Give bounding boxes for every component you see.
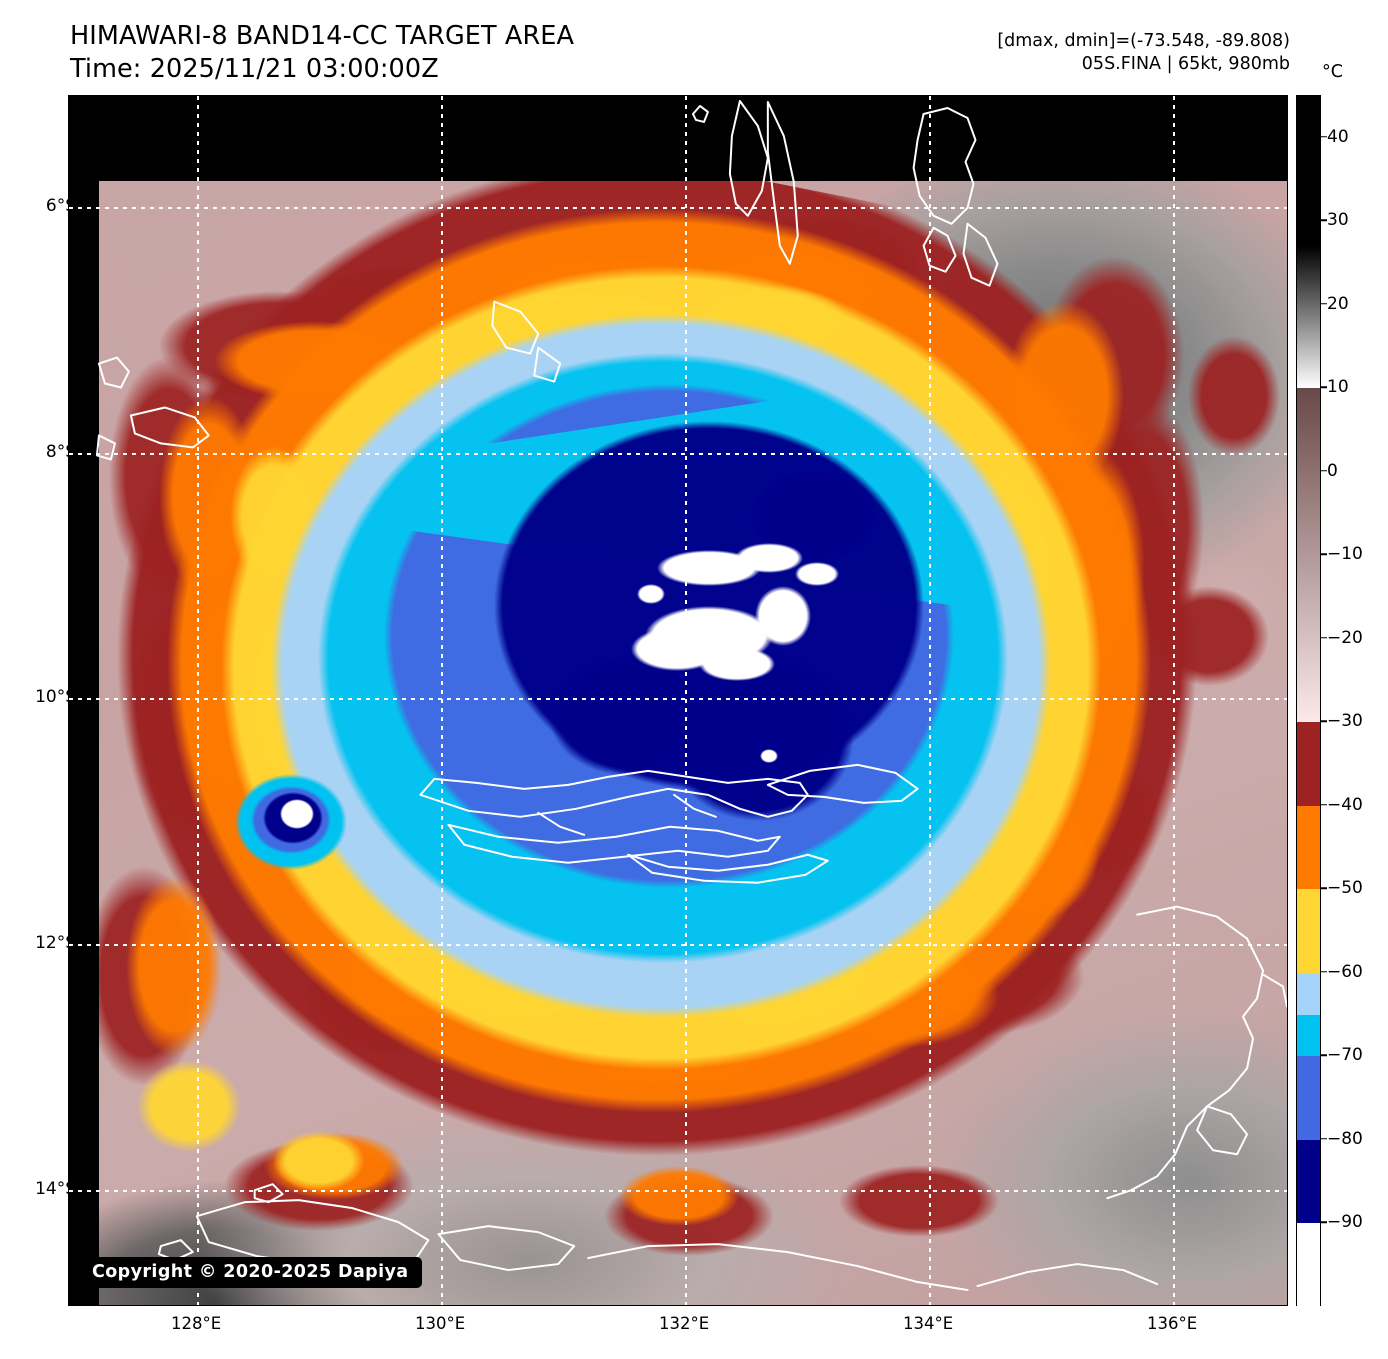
grid-line-lat	[69, 452, 1287, 455]
y-axis-tick-label: 12°S	[35, 933, 76, 954]
colorbar-tick-label: −20	[1327, 627, 1363, 648]
colorbar-tick-label: −90	[1327, 1212, 1363, 1233]
grid-line-lat	[69, 1190, 1287, 1193]
x-axis-tick-label: 128°E	[171, 1314, 222, 1333]
colorbar-segment-royal-blue	[1297, 1056, 1320, 1140]
grid-line-lat	[69, 206, 1287, 209]
x-axis-tick-label: 130°E	[415, 1314, 466, 1333]
y-axis-tick-label: 8°S	[45, 441, 76, 462]
dmax-dmin-label: [dmax, dmin]=(-73.548, -89.808)	[997, 31, 1290, 51]
colorbar-segment-orange	[1297, 805, 1320, 890]
grid-line-lon	[441, 96, 444, 1305]
colorbar-segment-white-coldest	[1297, 1223, 1320, 1307]
colorbar-segment-yellow	[1297, 889, 1320, 973]
colorbar-tick-label: −70	[1327, 1045, 1363, 1066]
colorbar-tick-mark	[1321, 720, 1327, 723]
colorbar-tick-mark	[1321, 136, 1327, 138]
x-axis-tick-label: 132°E	[659, 1314, 710, 1333]
y-axis-tick-label: 6°S	[45, 195, 76, 216]
metadata-block: [dmax, dmin]=(-73.548, -89.808) 05S.FINA…	[997, 30, 1290, 77]
title-block: HIMAWARI-8 BAND14-CC TARGET AREA Time: 2…	[70, 20, 574, 86]
colorbar-tick-label: 40	[1327, 126, 1349, 147]
no-data-band-left	[69, 96, 99, 1305]
temperature-colorbar	[1296, 95, 1321, 1307]
colorbar-tick-mark	[1321, 637, 1327, 639]
y-axis-tick-label: 14°S	[35, 1179, 76, 1200]
colorbar-tick-label: 0	[1327, 460, 1338, 481]
colorbar-segment-cyan	[1297, 1014, 1320, 1057]
colorbar-tick-label: −60	[1327, 961, 1363, 982]
colorbar-segment-dark-red	[1297, 722, 1320, 806]
secondary-cell-white	[69, 96, 1287, 1305]
grid-line-lon	[1173, 96, 1176, 1305]
grid-line-lon	[685, 96, 688, 1305]
copyright-watermark: Copyright © 2020-2025 Dapiya	[79, 1257, 422, 1288]
colorbar-segment-brown-pink-ramp	[1297, 388, 1320, 723]
colorbar-segment-gray-ramp	[1297, 246, 1320, 389]
no-data-band-bottom	[69, 96, 1287, 118]
colorbar-tick-label: 20	[1327, 293, 1349, 314]
grid-line-lon	[929, 96, 932, 1305]
lat-lon-grid	[69, 96, 1287, 1305]
colorbar-tick-mark	[1321, 303, 1327, 305]
colorbar-tick-label: 30	[1327, 210, 1349, 231]
colorbar-tick-mark	[1321, 1054, 1327, 1057]
storm-info-label: 05S.FINA | 65kt, 980mb	[1081, 54, 1290, 75]
colorbar-tick-mark	[1321, 470, 1327, 472]
colorbar-tick-mark	[1321, 1138, 1327, 1140]
colorbar-tick-label: −30	[1327, 711, 1363, 732]
colorbar-tick-label: 10	[1327, 377, 1349, 398]
colorbar-segment-navy	[1297, 1139, 1320, 1224]
colorbar-tick-label: −10	[1327, 544, 1363, 565]
grid-line-lat	[69, 698, 1287, 701]
colorbar-unit-label: °C	[1322, 62, 1343, 82]
grid-line-lon	[197, 96, 200, 1305]
colorbar-tick-mark	[1321, 971, 1327, 973]
colorbar-tick-label: −40	[1327, 794, 1363, 815]
grid-line-lat	[69, 944, 1287, 947]
timestamp-label: Time: 2025/11/21 03:00:00Z	[70, 54, 439, 85]
page-title: HIMAWARI-8 BAND14-CC TARGET AREA	[70, 21, 575, 51]
x-axis-tick-label: 136°E	[1147, 1314, 1198, 1333]
colorbar-segment-black-warm	[1297, 96, 1320, 247]
colorbar-tick-mark	[1321, 386, 1327, 389]
colorbar-tick-mark	[1321, 887, 1327, 890]
colorbar-tick-label: −80	[1327, 1128, 1363, 1149]
colorbar-tick-label: −50	[1327, 878, 1363, 899]
colorbar-tick-mark	[1321, 1221, 1327, 1224]
y-axis-tick-label: 10°S	[35, 687, 76, 708]
colorbar-tick-mark	[1321, 804, 1327, 806]
satellite-image-plot: Copyright © 2020-2025 Dapiya	[68, 95, 1288, 1306]
colorbar-segment-light-blue	[1297, 972, 1320, 1015]
x-axis-tick-label: 134°E	[903, 1314, 954, 1333]
colorbar-tick-mark	[1321, 219, 1327, 222]
colorbar-tick-mark	[1321, 553, 1327, 556]
